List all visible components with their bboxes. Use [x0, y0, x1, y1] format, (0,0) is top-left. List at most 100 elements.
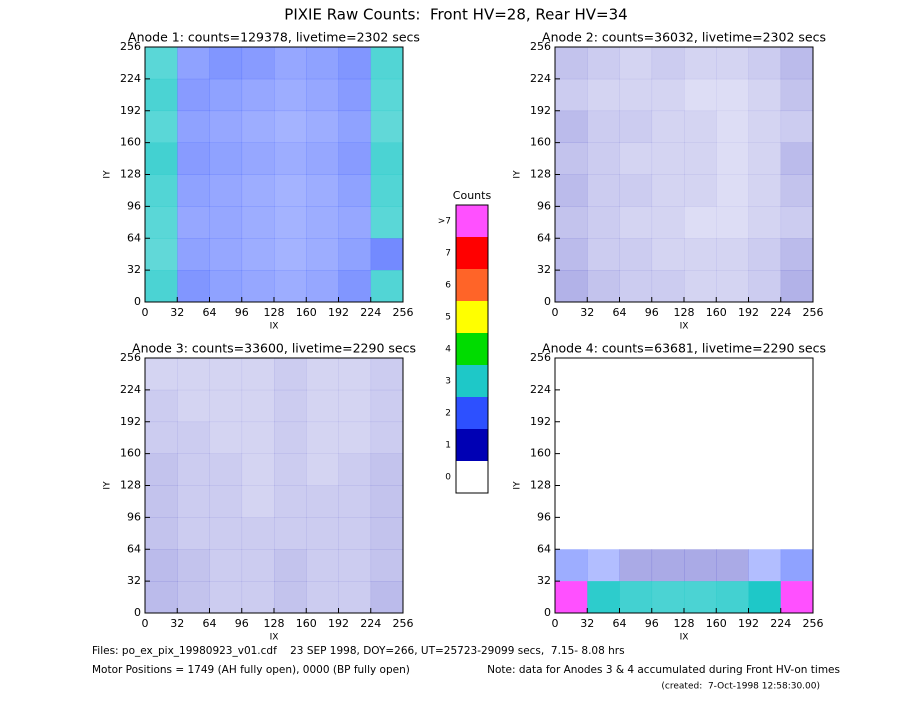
- heat-cell: [306, 581, 339, 614]
- heat-cell: [274, 110, 307, 143]
- heat-cell: [370, 485, 404, 518]
- heat-cell: [241, 47, 275, 80]
- heat-cell: [749, 358, 782, 390]
- heat-cell: [177, 453, 210, 486]
- heat-cell: [620, 517, 653, 549]
- heat-cell: [370, 389, 404, 423]
- heat-cell: [555, 206, 588, 239]
- heat-cell: [716, 78, 749, 112]
- heat-cell: [306, 389, 339, 423]
- heat-cell: [651, 549, 685, 582]
- heat-cell: [241, 453, 275, 486]
- heat-cell: [241, 517, 275, 550]
- heat-cell: [652, 486, 685, 518]
- heat-cell: [274, 78, 307, 112]
- heat-cell: [652, 390, 685, 422]
- heat-cell: [177, 78, 210, 112]
- heat-cell: [781, 422, 814, 454]
- heat-cell: [651, 78, 685, 112]
- heat-cell: [555, 47, 588, 80]
- heat-cell: [338, 238, 372, 271]
- heat-cell: [749, 422, 782, 454]
- heat-cell: [177, 549, 210, 582]
- heat-cell: [748, 142, 782, 175]
- heat-cell: [274, 142, 307, 175]
- heat-cell: [716, 47, 749, 80]
- heat-cell: [306, 517, 339, 550]
- heat-cell: [716, 142, 749, 175]
- heat-cell: [274, 549, 307, 582]
- heat-cell: [652, 358, 685, 390]
- heat-cell: [651, 47, 685, 80]
- panel-title: Anode 1: counts=129378, livetime=2302 se…: [128, 30, 420, 45]
- heat-cell: [306, 78, 339, 112]
- heat-cell: [652, 454, 685, 486]
- y-tick-label: 160: [530, 136, 551, 149]
- colorbar-swatch: [456, 461, 488, 493]
- heat-cell: [241, 238, 275, 271]
- heat-cell: [338, 358, 372, 391]
- x-tick-label: 96: [645, 617, 659, 630]
- heat-cell: [780, 238, 814, 271]
- heat-cell: [748, 581, 782, 614]
- colorbar-label: 0: [445, 473, 451, 483]
- heat-cell: [274, 421, 307, 454]
- y-tick-label: 64: [127, 542, 141, 555]
- heat-cell: [274, 270, 307, 303]
- y-axis-label: IY: [103, 481, 113, 490]
- heat-cell: [684, 390, 717, 422]
- heat-cell: [748, 110, 782, 143]
- heat-cell: [145, 142, 178, 175]
- heat-cell: [145, 581, 178, 614]
- heat-cell: [619, 238, 653, 271]
- colorbar-label: >7: [438, 217, 451, 227]
- heat-cell: [306, 110, 339, 143]
- heat-cell: [177, 142, 210, 175]
- y-tick-label: 224: [120, 383, 141, 396]
- heat-cell: [145, 549, 178, 582]
- y-tick-label: 96: [127, 199, 141, 212]
- heat-cell: [177, 421, 210, 454]
- heat-cell: [555, 142, 588, 175]
- colorbar-swatch: [456, 237, 488, 269]
- x-axis-label: IX: [270, 633, 279, 643]
- x-tick-label: 128: [264, 306, 285, 319]
- y-tick-label: 32: [127, 263, 141, 276]
- x-tick-label: 160: [296, 617, 317, 630]
- y-tick-label: 256: [120, 351, 141, 364]
- y-tick-label: 64: [127, 231, 141, 244]
- heat-cell: [306, 549, 339, 582]
- heat-cell: [555, 549, 588, 582]
- heat-cell: [177, 270, 210, 303]
- colorbar-title: Counts: [453, 189, 492, 202]
- heat-cell: [145, 517, 178, 550]
- y-tick-label: 96: [537, 510, 551, 523]
- heat-cell: [684, 270, 717, 303]
- heat-cell: [749, 390, 782, 422]
- heat-cell: [177, 517, 210, 550]
- heat-cell: [780, 110, 814, 143]
- heat-cell: [241, 270, 275, 303]
- heat-cell: [749, 486, 782, 518]
- x-tick-label: 192: [328, 306, 349, 319]
- heat-cell: [684, 174, 717, 207]
- heat-cell: [587, 174, 620, 207]
- heat-cell: [145, 110, 178, 143]
- heat-cell: [587, 78, 620, 112]
- heat-cell: [716, 422, 749, 454]
- heat-cell: [748, 238, 782, 271]
- heat-cell: [241, 78, 275, 112]
- heat-cell: [684, 454, 717, 486]
- heat-cell: [651, 206, 685, 239]
- x-tick-label: 192: [738, 617, 759, 630]
- heat-cell: [145, 485, 178, 518]
- heat-cell: [306, 238, 339, 271]
- y-tick-label: 96: [127, 510, 141, 523]
- heat-cell: [651, 581, 685, 614]
- heat-cell: [619, 581, 653, 614]
- heat-cell: [555, 581, 588, 614]
- heat-cell: [619, 549, 653, 582]
- heat-cell: [781, 517, 814, 549]
- y-tick-label: 160: [120, 447, 141, 460]
